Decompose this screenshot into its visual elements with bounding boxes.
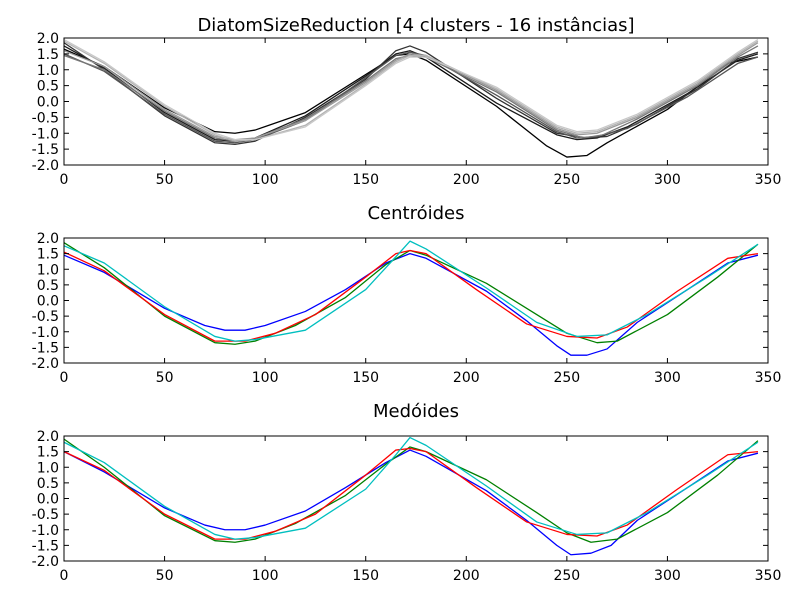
x-tick-label: 50 <box>156 370 174 386</box>
y-tick-label: 0.5 <box>37 278 59 294</box>
y-tick-label: -1.5 <box>32 538 59 554</box>
y-tick-label: 1.5 <box>37 445 59 461</box>
series-line-3 <box>63 240 759 342</box>
series-line-2 <box>63 447 759 540</box>
series-line-6 <box>63 40 759 142</box>
x-tick-label: 250 <box>553 172 580 188</box>
plot-frame <box>63 435 769 562</box>
chart-title: DiatomSizeReduction [4 clusters - 16 ins… <box>197 15 634 36</box>
x-tick-label: 200 <box>453 568 480 584</box>
x-tick-label: 0 <box>60 568 69 584</box>
series-line-7 <box>63 39 759 141</box>
plot-frame <box>63 237 769 364</box>
y-tick-label: 0.0 <box>37 95 59 111</box>
y-tick-label: -0.5 <box>32 110 59 126</box>
y-tick-label: -0.5 <box>32 507 59 523</box>
y-tick-label: 0.0 <box>37 294 59 310</box>
x-tick-label: 200 <box>453 370 480 386</box>
y-tick-label: -0.5 <box>32 309 59 325</box>
y-tick-label: -1.0 <box>32 126 59 142</box>
series-line-0 <box>63 252 759 356</box>
x-tick-label: 0 <box>60 172 69 188</box>
x-tick-label: 350 <box>755 370 782 386</box>
y-tick-label: 1.0 <box>37 63 59 79</box>
chart-title: Medóides <box>373 401 459 422</box>
y-tick-label: -2.0 <box>32 356 59 372</box>
series-line-1 <box>63 438 759 543</box>
series-line-0 <box>63 449 759 556</box>
series-line-2 <box>63 249 759 342</box>
x-tick-label: 250 <box>553 568 580 584</box>
x-tick-label: 350 <box>755 172 782 188</box>
panel-centroids: Centróides 0 50 100 150 200 250 300 350 2.01.51.0… <box>32 203 782 386</box>
y-tick-label: -1.0 <box>32 325 59 341</box>
y-tick-label: 1.5 <box>37 47 59 63</box>
x-tick-label: 50 <box>156 568 174 584</box>
x-tick-label: 300 <box>654 370 681 386</box>
y-tick-label: 2.0 <box>37 429 59 445</box>
series-line-3 <box>63 436 759 540</box>
x-tick-label: 300 <box>654 568 681 584</box>
y-tick-label: -1.0 <box>32 523 59 539</box>
y-tick-label: 2.0 <box>37 31 59 47</box>
series-line-5 <box>63 42 759 141</box>
x-tick-label: 250 <box>553 370 580 386</box>
x-tick-label: 100 <box>252 172 279 188</box>
x-tick-label: 150 <box>352 370 379 386</box>
series-line-4 <box>63 45 759 142</box>
x-tick-label: 150 <box>352 172 379 188</box>
y-tick-label: 1.5 <box>37 247 59 263</box>
panel-raw-instances: DiatomSizeReduction [4 clusters - 16 ins… <box>32 15 782 188</box>
y-tick-label: 1.0 <box>37 262 59 278</box>
y-tick-label: 0.0 <box>37 492 59 508</box>
x-tick-label: 50 <box>156 172 174 188</box>
x-tick-label: 200 <box>453 172 480 188</box>
series-line-1 <box>63 242 759 345</box>
x-tick-label: 300 <box>654 172 681 188</box>
chart-title: Centróides <box>367 203 464 224</box>
series-line-1 <box>63 45 759 142</box>
x-tick-label: 100 <box>252 370 279 386</box>
y-tick-label: 0.5 <box>37 79 59 95</box>
y-tick-label: -2.0 <box>32 554 59 570</box>
series-line-2 <box>63 42 759 146</box>
x-tick-label: 0 <box>60 370 69 386</box>
y-tick-label: 1.0 <box>37 460 59 476</box>
y-tick-label: 0.5 <box>37 476 59 492</box>
y-tick-label: -2.0 <box>32 158 59 174</box>
x-tick-label: 350 <box>755 568 782 584</box>
series-line-3 <box>63 51 759 144</box>
y-tick-label: -1.5 <box>32 340 59 356</box>
y-tick-label: -1.5 <box>32 142 59 158</box>
x-tick-label: 150 <box>352 568 379 584</box>
series-line-0 <box>63 48 759 158</box>
x-tick-label: 100 <box>252 568 279 584</box>
y-tick-label: 2.0 <box>37 231 59 247</box>
